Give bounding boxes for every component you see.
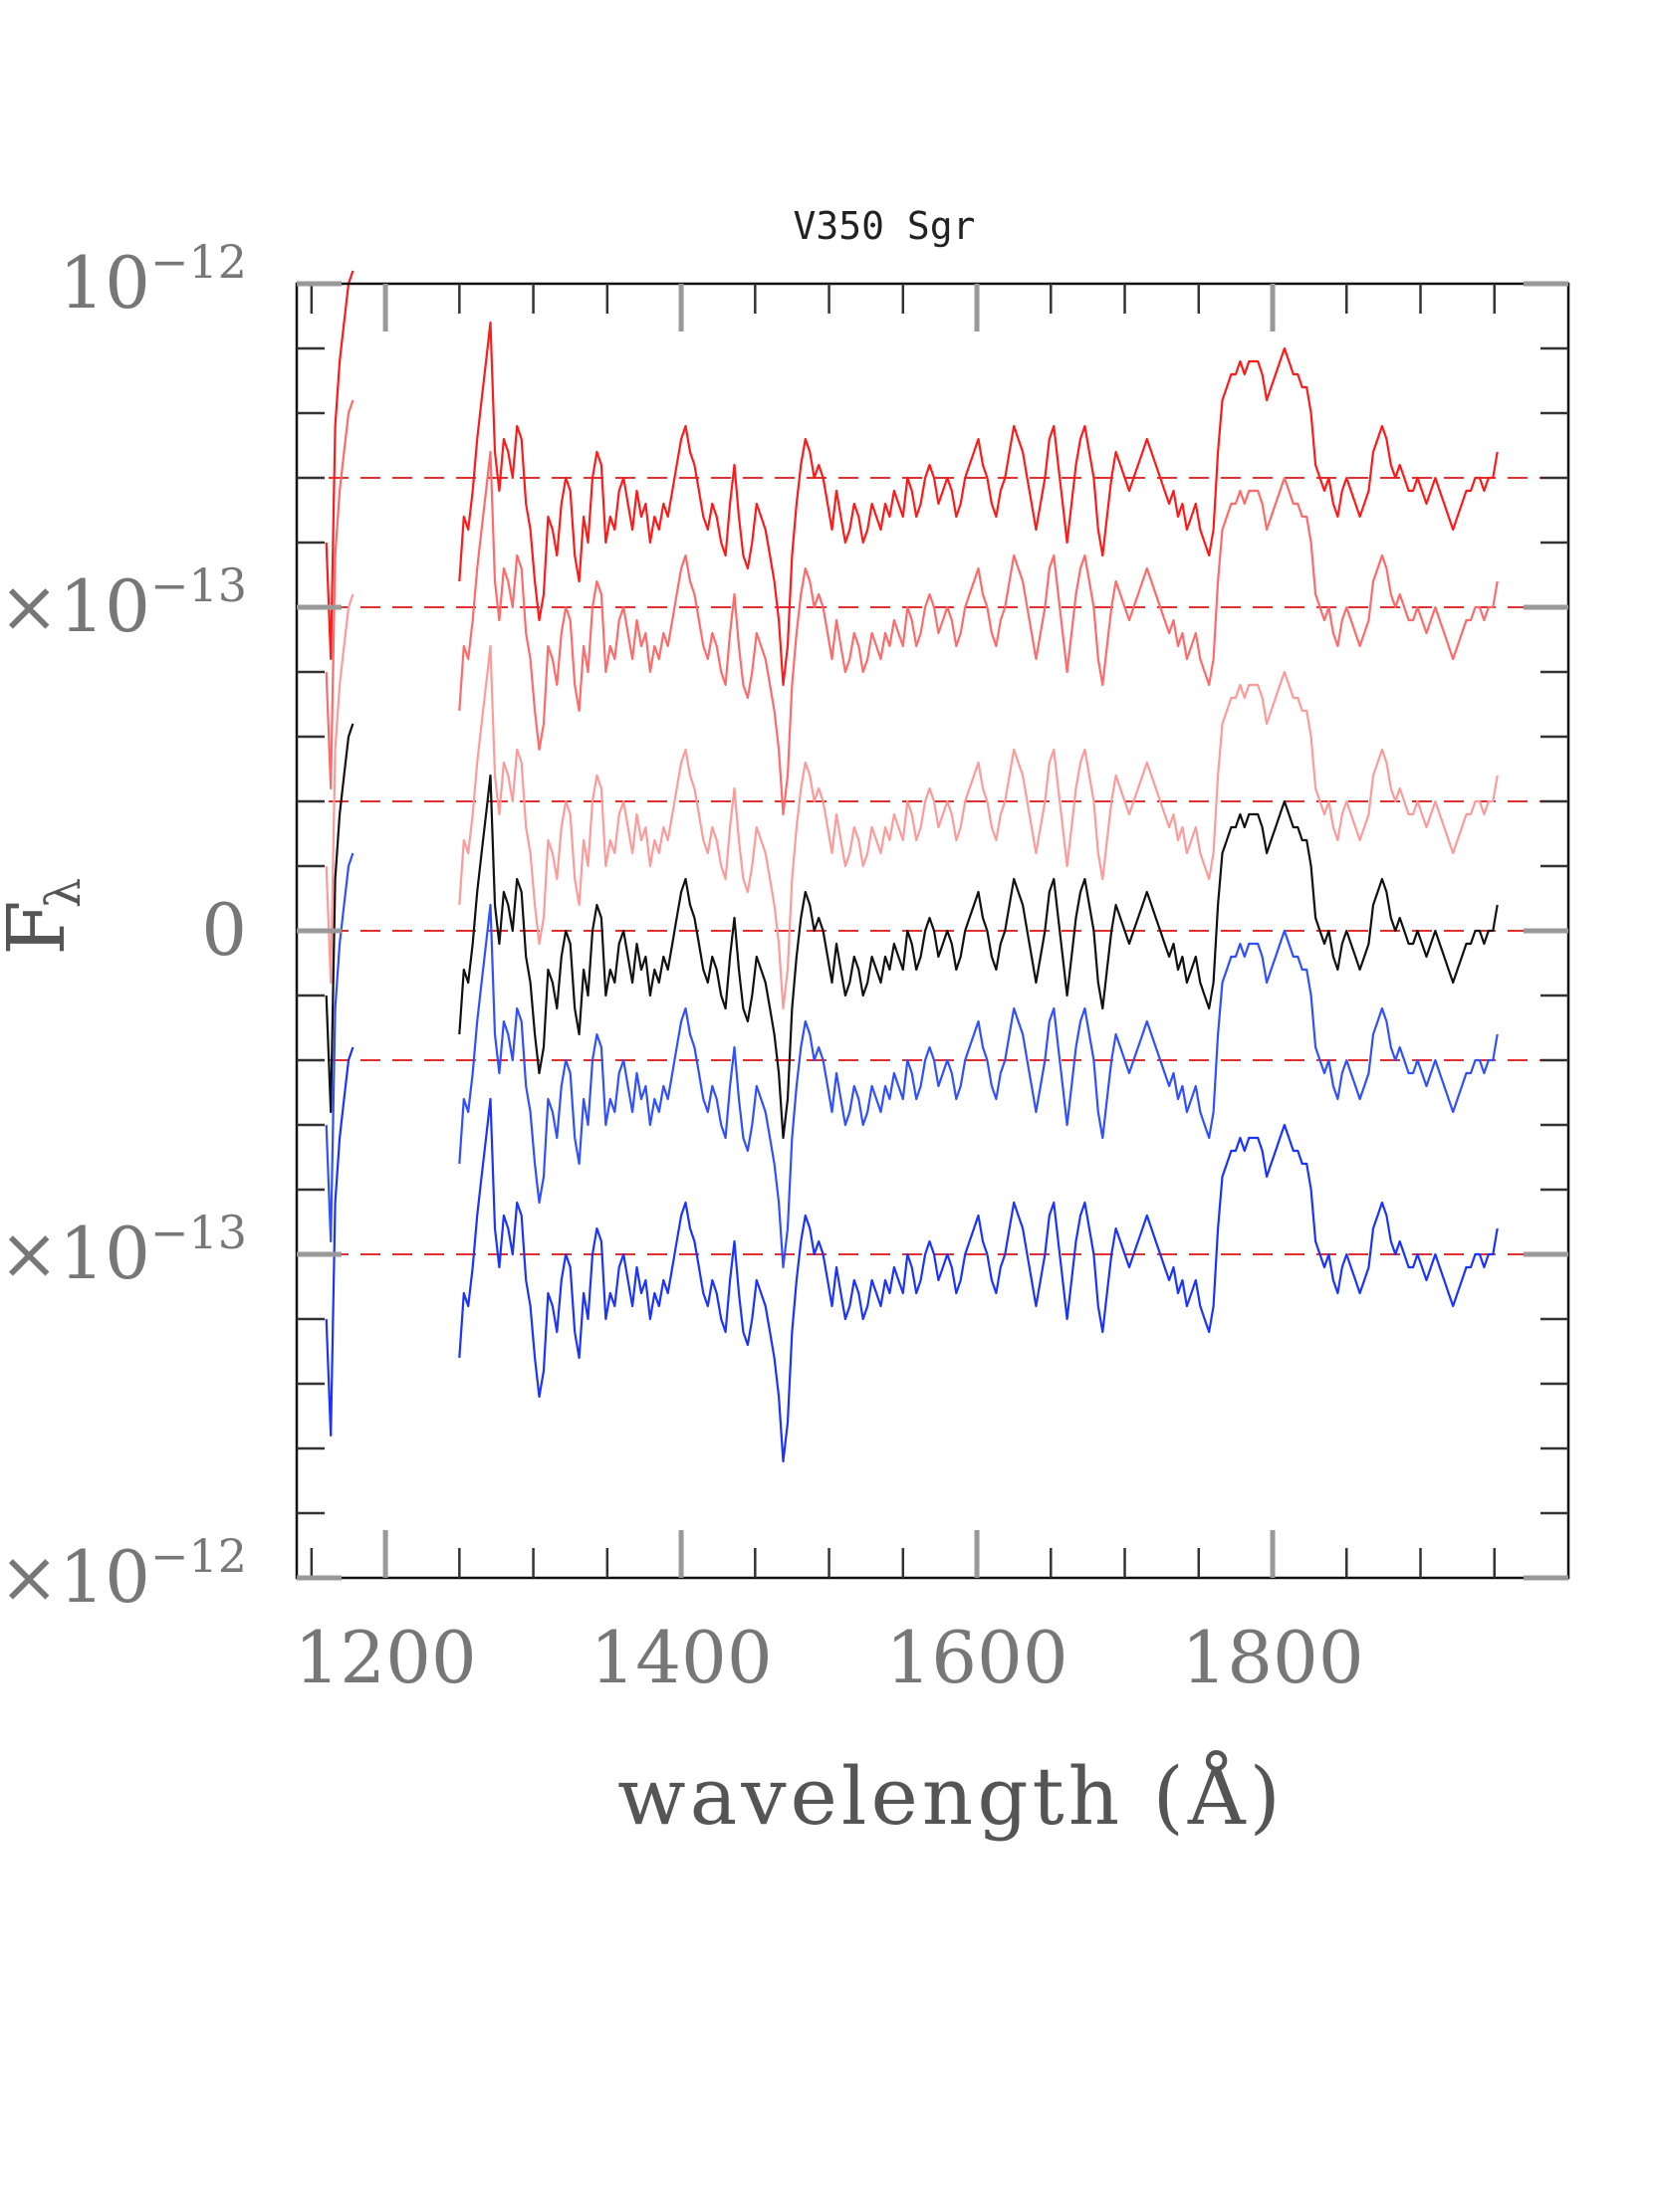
x-axis-title: wavelength (Å): [617, 1749, 1285, 1843]
chart-title: V350 Sgr: [793, 204, 975, 248]
series-lines: [325, 270, 1499, 1463]
y-tick-label-3: ×10−13: [0, 1206, 247, 1295]
x-tick-label-3: 1800: [1181, 1616, 1363, 1699]
y-axis-title-main: F: [0, 896, 83, 956]
x-ticks: [310, 284, 1497, 1578]
y-axis-title: F: [0, 896, 83, 956]
y-tick-label-0: 10−12: [59, 235, 247, 325]
x-tick-labels: 1200 1400 1600 1800: [294, 1616, 1363, 1699]
series-line-1: [325, 399, 1499, 816]
x-tick-label-1: 1400: [590, 1616, 772, 1699]
x-tick-label-0: 1200: [294, 1616, 476, 1699]
series-line-5: [325, 1046, 1499, 1463]
series-line-4: [325, 852, 1499, 1269]
y-axis-title-sub: λ: [36, 874, 92, 908]
y-tick-label-4: ×10−12: [0, 1529, 247, 1619]
series-line-2: [325, 593, 1499, 1010]
x-tick-label-2: 1600: [885, 1616, 1067, 1699]
y-tick-labels: 10−12 ×10−13 0 ×10−13 ×10−12: [0, 235, 247, 1619]
y-ticks: [297, 281, 1568, 1581]
y-tick-label-1: ×10−13: [0, 558, 247, 648]
y-tick-label-2: 0: [201, 888, 247, 972]
y-axis-title-subscript: λ: [36, 874, 92, 908]
series-line-3: [325, 723, 1499, 1140]
reference-lines: [297, 477, 1568, 1255]
